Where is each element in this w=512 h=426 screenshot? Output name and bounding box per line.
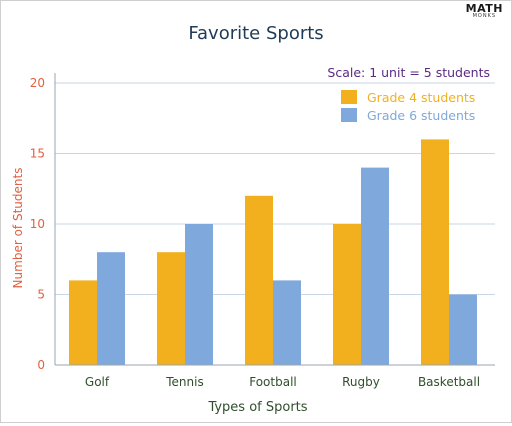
x-tick-labels: Golf Tennis Football Rugby Basketball [85, 375, 480, 389]
legend-label-series-2: Grade 6 students [367, 108, 475, 123]
bar-football-series-1 [245, 195, 273, 365]
legend-label-series-1: Grade 4 students [367, 90, 475, 105]
bar-golf-series-1 [69, 280, 97, 365]
y-axis-label: Number of Students [11, 168, 25, 289]
y-tick-labels: 0 5 10 15 20 [30, 76, 45, 372]
axes [54, 73, 495, 366]
x-tick-label: Golf [85, 375, 110, 389]
x-tick-label: Rugby [342, 375, 380, 389]
y-tick-label: 5 [37, 288, 45, 302]
logo-sub-text: MONKS [472, 13, 497, 19]
y-tick-label: 20 [30, 76, 45, 90]
x-tick-label: Football [249, 375, 297, 389]
chart-title: Favorite Sports [188, 23, 323, 44]
bar-rugby-series-1 [333, 224, 361, 365]
bar-basketball-series-1 [421, 139, 449, 365]
x-tick-label: Tennis [165, 375, 203, 389]
bar-tennis-series-2 [185, 224, 213, 365]
bars [69, 139, 477, 365]
legend-swatch-series-2 [341, 108, 357, 122]
brand-logo: MATH MONKS [466, 3, 503, 19]
bar-golf-series-2 [97, 252, 125, 365]
y-tick-label: 0 [37, 358, 45, 372]
y-tick-label: 10 [30, 217, 45, 231]
legend-swatch-series-1 [341, 90, 357, 104]
bar-football-series-2 [273, 280, 301, 365]
y-tick-label: 15 [30, 147, 45, 161]
logo-main-text: MATH [465, 2, 503, 15]
bar-rugby-series-2 [361, 167, 389, 365]
legend: Grade 4 students Grade 6 students [341, 90, 475, 123]
chart-subtitle: Scale: 1 unit = 5 students [327, 65, 490, 80]
x-axis-label: Types of Sports [207, 400, 307, 415]
bar-tennis-series-1 [157, 252, 185, 365]
x-tick-label: Basketball [418, 375, 480, 389]
bar-basketball-series-2 [449, 294, 477, 365]
